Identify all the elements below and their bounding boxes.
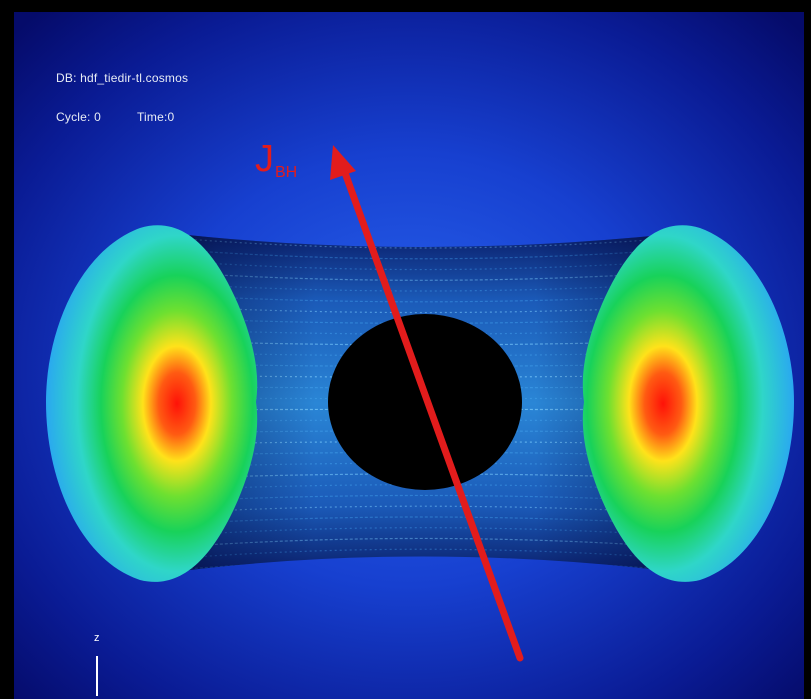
- cycle-label: Cycle: 0: [56, 110, 101, 124]
- hud-info: DB: hdf_tiedir-tl.cosmos Cycle: 0 Time:0: [56, 46, 188, 150]
- spin-vector-arrow: [330, 145, 524, 662]
- spin-vector-subscript: BH: [275, 164, 298, 181]
- spin-vector-label: JBH: [255, 140, 297, 192]
- axis-indicator-label: z: [94, 632, 100, 644]
- time-label: Time:0: [136, 110, 175, 124]
- torus-lobe-left: [46, 225, 258, 582]
- torus-lobe-right: [582, 225, 794, 582]
- spin-vector-symbol: J: [255, 138, 274, 180]
- database-label: DB: hdf_tiedir-tl.cosmos: [56, 71, 189, 85]
